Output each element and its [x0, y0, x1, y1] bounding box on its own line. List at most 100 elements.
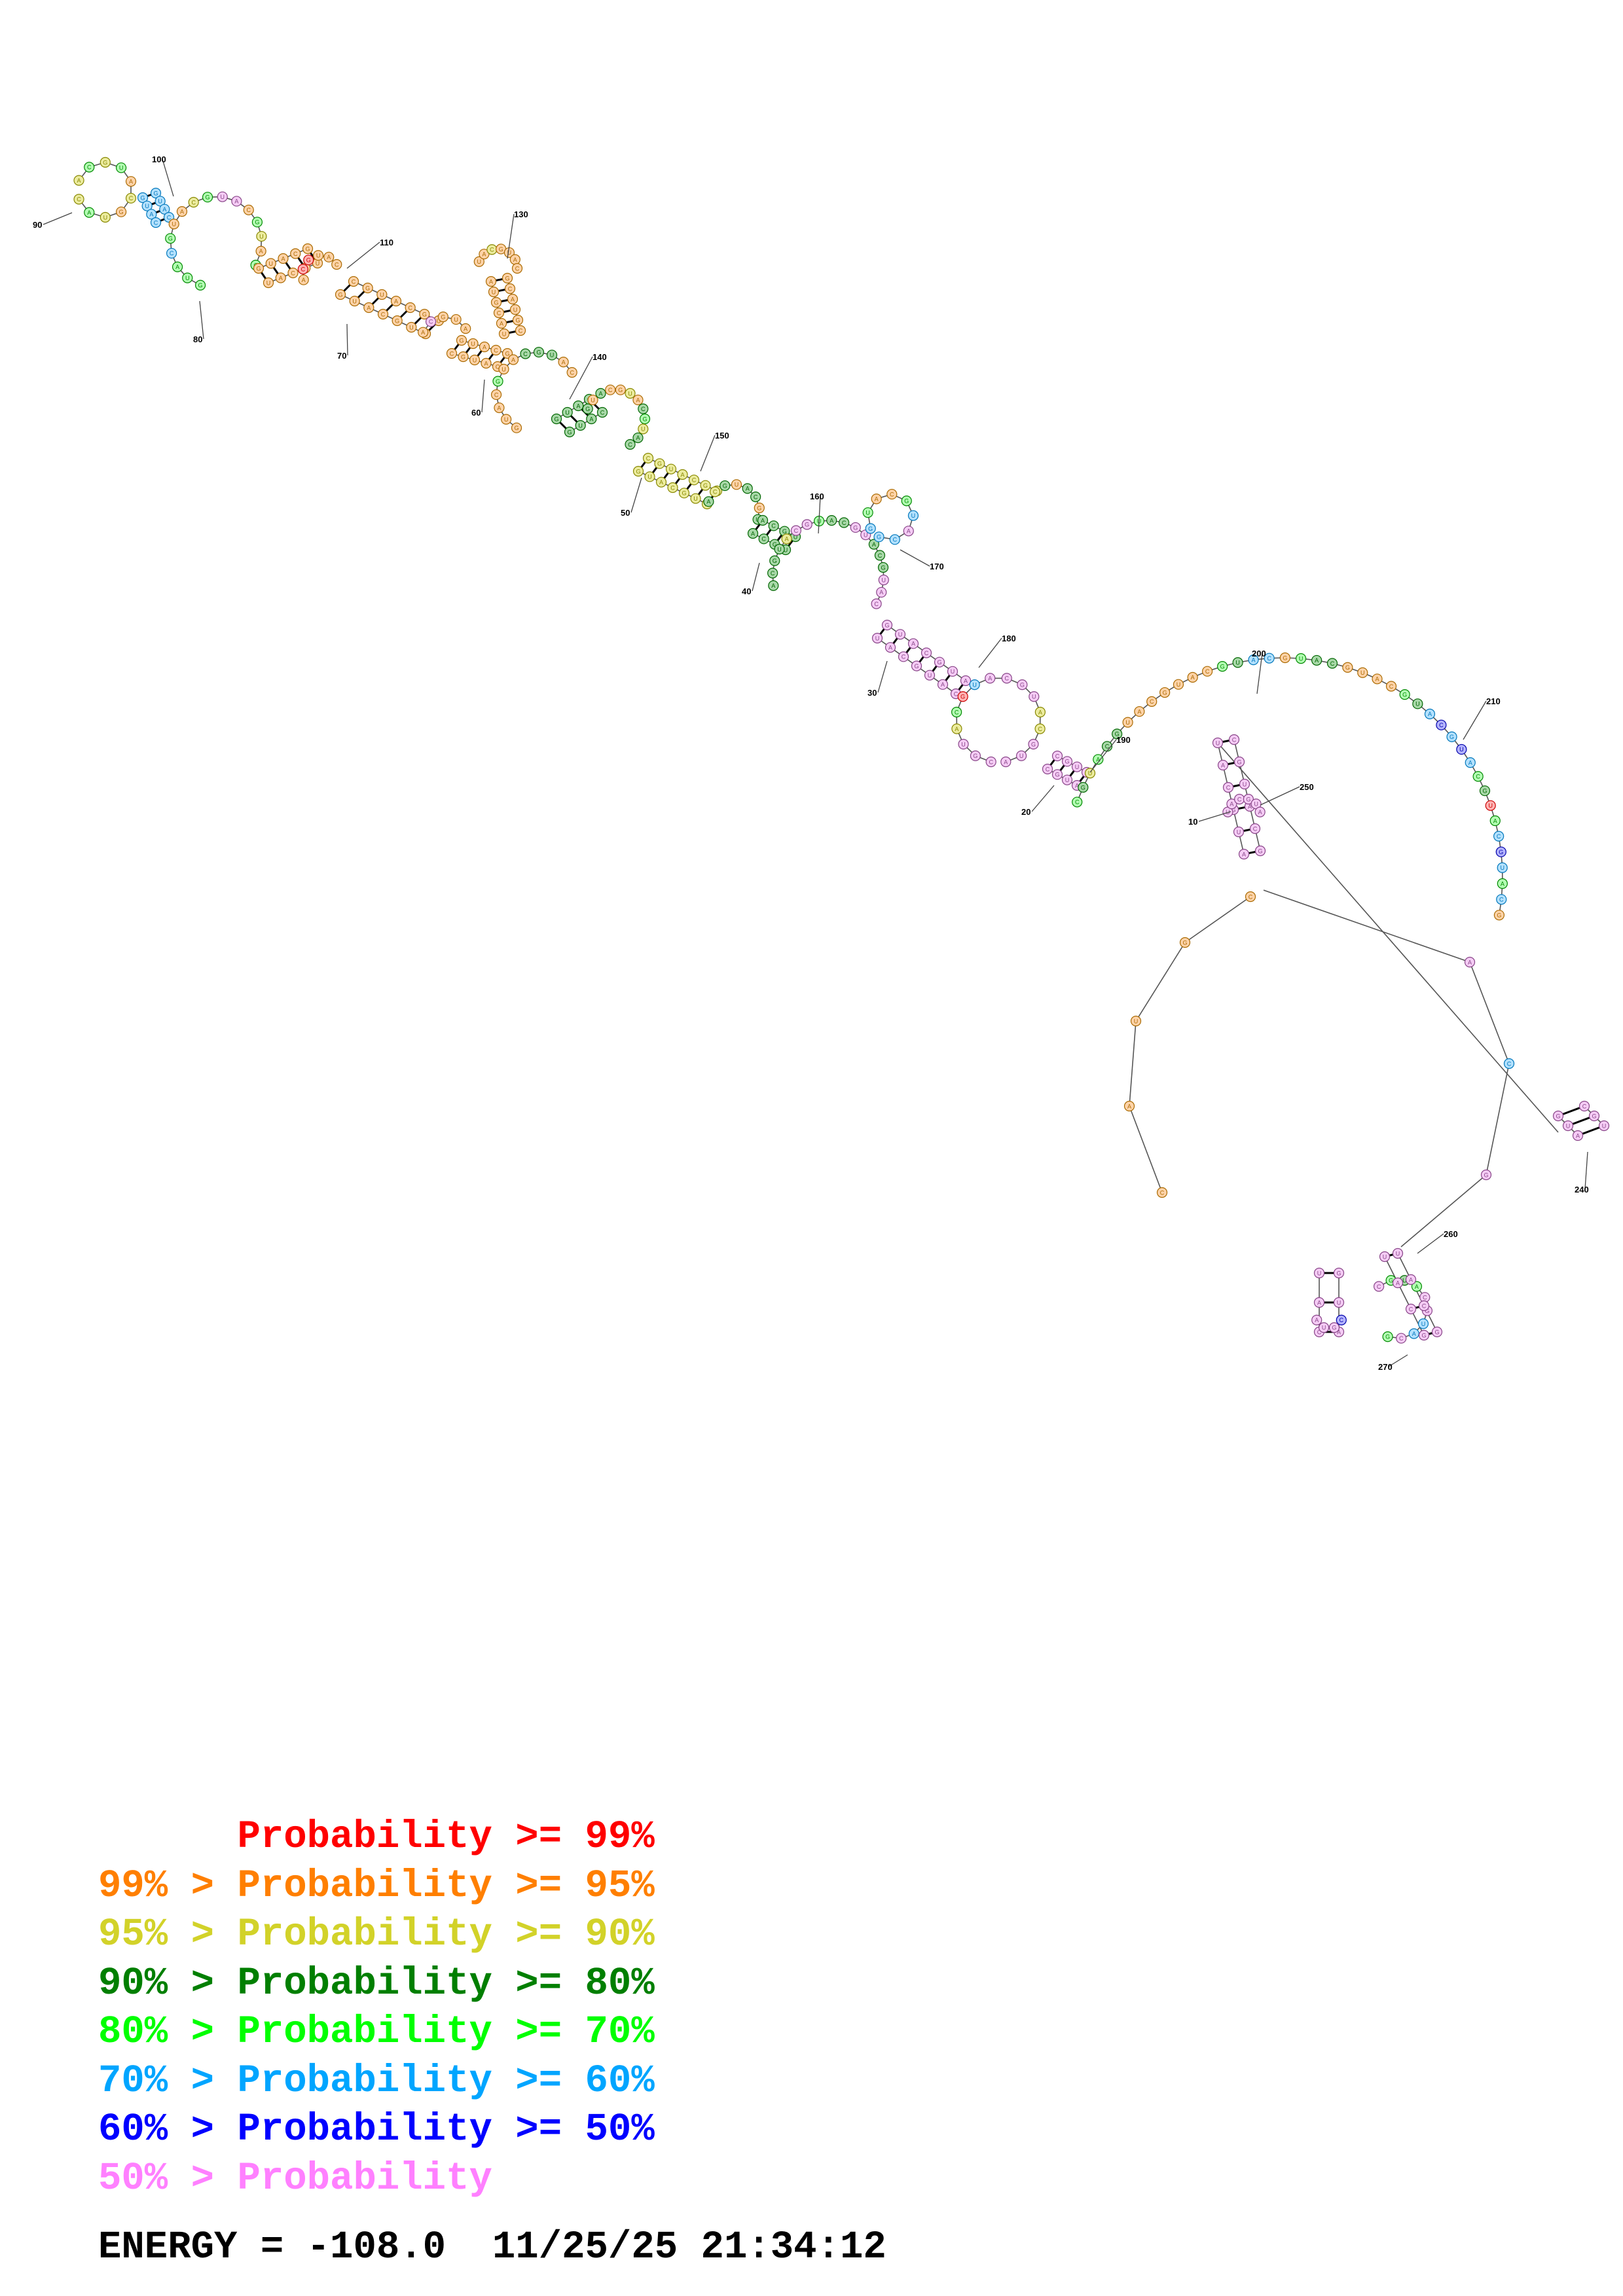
- nucleotide-letter: G: [168, 236, 173, 242]
- nucleotide: [878, 575, 889, 586]
- nucleotide: [889, 534, 900, 545]
- nucleotide-letter: A: [1337, 1329, 1341, 1335]
- nucleotide: [850, 522, 861, 533]
- nucleotide: [446, 348, 458, 359]
- nucleotide-letter: C: [1005, 675, 1010, 682]
- position-label: 180: [1002, 634, 1016, 643]
- nucleotide: [1436, 719, 1447, 730]
- nucleotide-letter: U: [951, 668, 955, 675]
- position-label: 70: [337, 351, 346, 361]
- nucleotide: [504, 283, 516, 295]
- probability-legend: Probability >= 99% 99% > Probability >= 9…: [98, 1813, 655, 2203]
- nucleotide: [425, 316, 437, 327]
- position-label: 100: [152, 154, 166, 164]
- legend-range: Probability: [237, 2156, 492, 2200]
- legend-row: 90% > Probability >= 80%: [98, 1960, 655, 2009]
- position-leader-line: [1463, 700, 1487, 740]
- nucleotide: [348, 276, 359, 287]
- nucleotide-letter: C: [129, 195, 134, 202]
- nucleotide: [490, 296, 502, 308]
- nucleotide: [349, 295, 360, 307]
- nucleotide-letter: G: [1081, 784, 1085, 791]
- nucleotide: [297, 264, 308, 275]
- position-leader-line: [1584, 1151, 1588, 1190]
- nucleotide-letter: C: [1038, 726, 1042, 732]
- nucleotide-letter: U: [1216, 740, 1220, 746]
- nucleotide-letter: C: [1377, 1283, 1381, 1290]
- nucleotide-letter: G: [1336, 1270, 1341, 1276]
- nucleotide-letter: A: [302, 277, 306, 283]
- nucleotide: [639, 413, 651, 425]
- nucleotide-letter: C: [170, 250, 174, 257]
- nucleotide: [73, 175, 84, 186]
- nucleotide: [1318, 1322, 1330, 1333]
- nucleotide-letter: A: [1493, 817, 1497, 824]
- nucleotide: [1226, 798, 1237, 810]
- nucleotide: [767, 567, 778, 579]
- nucleotide-letter: U: [1134, 1018, 1139, 1024]
- nucleotide: [1431, 1326, 1443, 1338]
- nucleotide-letter: G: [206, 194, 210, 201]
- nucleotide-letter: C: [1317, 1329, 1322, 1335]
- nucleotide-letter: C: [352, 278, 356, 285]
- nucleotide: [511, 422, 522, 433]
- nucleotide-letter: A: [636, 435, 640, 441]
- nucleotide: [632, 432, 644, 444]
- nucleotide: [1480, 1169, 1492, 1181]
- nucleotide-letter: G: [1345, 664, 1350, 671]
- nucleotide: [168, 219, 179, 230]
- nucleotide-letter: U: [1075, 764, 1080, 770]
- nucleotide-letter: C: [771, 570, 775, 577]
- nucleotide: [1146, 696, 1158, 707]
- nucleotide: [1572, 1130, 1584, 1141]
- nucleotide: [1122, 717, 1133, 728]
- nucleotide-letter: G: [1482, 787, 1487, 794]
- nucleotide-letter: A: [1096, 757, 1100, 763]
- nucleotide-letter: U: [1237, 829, 1241, 835]
- nucleotide: [115, 162, 127, 173]
- nucleotide-letter: G: [1556, 1113, 1560, 1119]
- nucleotide-letter: A: [1576, 1132, 1580, 1139]
- nucleotide-letter: A: [830, 517, 833, 524]
- nucleotide-letter: C: [692, 477, 697, 484]
- nucleotide: [625, 387, 636, 399]
- nucleotide-letter: G: [618, 387, 623, 393]
- nucleotide: [1493, 910, 1505, 921]
- nucleotide-letter: U: [1235, 660, 1240, 666]
- nucleotide: [479, 341, 490, 353]
- nucleotide: [709, 486, 721, 497]
- nucleotide: [1578, 1100, 1590, 1112]
- nucleotide: [754, 502, 765, 514]
- legend-lower-bound: 70% >: [98, 2058, 238, 2103]
- nucleotide: [1396, 1333, 1407, 1344]
- legend-row: 70% > Probability >= 60%: [98, 2057, 655, 2106]
- nucleotide-letter: A: [483, 344, 486, 350]
- nucleotide-letter: C: [641, 406, 646, 412]
- nucleotide-letter: C: [408, 304, 412, 311]
- nucleotide: [217, 191, 228, 202]
- nucleotide-letter: G: [853, 524, 858, 531]
- nucleotide-letter: U: [1322, 1325, 1326, 1331]
- nucleotide: [1588, 1110, 1600, 1122]
- nucleotide: [985, 673, 996, 684]
- nucleotide-letter: U: [172, 221, 176, 228]
- nucleotide: [377, 308, 389, 320]
- nucleotide-letter: A: [785, 536, 789, 543]
- nucleotide: [298, 274, 309, 285]
- nucleotide-letter: A: [77, 177, 81, 184]
- nucleotide: [1084, 768, 1096, 779]
- nucleotide-letter: G: [937, 659, 941, 666]
- nucleotide-letter: U: [1566, 1122, 1571, 1129]
- nucleotide-letter: G: [1055, 772, 1059, 778]
- nucleotide-letter: G: [395, 317, 399, 324]
- nucleotide-letter: A: [1248, 803, 1252, 810]
- position-leader-line: [752, 562, 760, 592]
- nucleotide: [838, 517, 850, 528]
- nucleotide-letter: A: [489, 278, 493, 285]
- nucleotide-letter: G: [338, 291, 342, 298]
- nucleotide: [150, 187, 162, 199]
- nucleotide: [243, 204, 254, 215]
- nucleotide-letter: A: [1258, 809, 1262, 816]
- nucleotide-letter: A: [576, 403, 580, 409]
- nucleotide-letter: A: [1396, 1280, 1400, 1286]
